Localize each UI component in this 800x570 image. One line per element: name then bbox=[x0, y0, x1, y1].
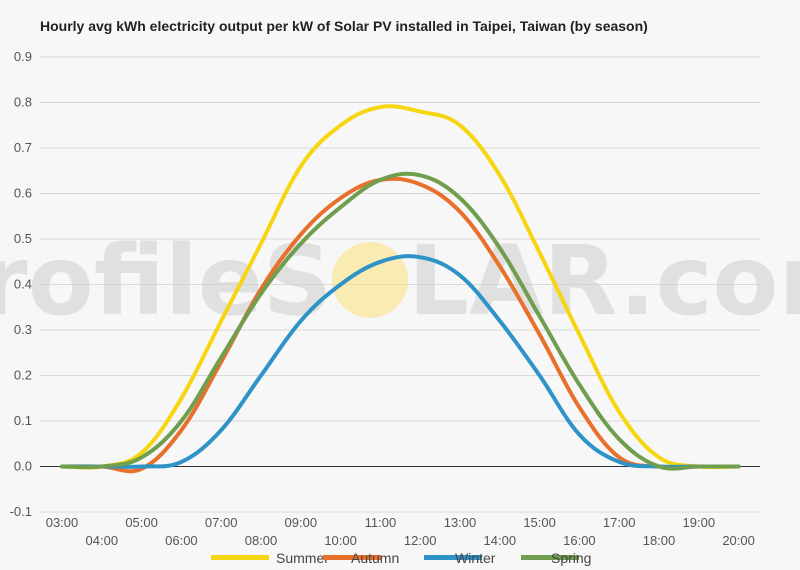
series-line-winter bbox=[60, 254, 741, 469]
x-tick-label: 04:00 bbox=[86, 533, 119, 548]
legend-label: Autumn bbox=[351, 550, 399, 566]
y-tick-label: 0.5 bbox=[14, 231, 32, 246]
y-tick-label: -0.1 bbox=[10, 504, 32, 519]
y-tick-label: 0.1 bbox=[14, 413, 32, 428]
y-tick-label: 0.7 bbox=[14, 140, 32, 155]
watermark-text-right: LAR.com bbox=[408, 225, 800, 337]
legend-item-summer[interactable]: Summer bbox=[211, 550, 329, 566]
legend-swatch bbox=[424, 555, 482, 560]
series-line-autumn bbox=[60, 176, 741, 474]
legend[interactable]: Summer Autumn Winter Spring bbox=[211, 550, 591, 566]
x-tick-label: 06:00 bbox=[165, 533, 198, 548]
legend-swatch bbox=[323, 555, 381, 560]
watermark-text-left: profileS bbox=[0, 225, 332, 337]
x-tick-label: 15:00 bbox=[523, 515, 556, 530]
x-tick-label: 18:00 bbox=[643, 533, 676, 548]
x-tick-label: 03:00 bbox=[46, 515, 79, 530]
legend-label: Winter bbox=[455, 550, 496, 566]
x-tick-label: 09:00 bbox=[285, 515, 318, 530]
x-tick-label: 13:00 bbox=[444, 515, 477, 530]
legend-item-winter[interactable]: Winter bbox=[424, 550, 496, 566]
legend-swatch bbox=[521, 555, 579, 560]
x-tick-label: 14:00 bbox=[484, 533, 517, 548]
x-tick-label: 08:00 bbox=[245, 533, 278, 548]
x-tick-label: 12:00 bbox=[404, 533, 437, 548]
legend-swatch bbox=[211, 555, 269, 560]
x-tick-label: 10:00 bbox=[324, 533, 357, 548]
legend-item-spring[interactable]: Spring bbox=[521, 550, 591, 566]
legend-label: Spring bbox=[551, 550, 591, 566]
x-tick-label: 05:00 bbox=[125, 515, 158, 530]
axes: -0.1 0.0 0.1 0.2 0.3 0.4 0.5 0.6 0.7 0.8 0.9 03:00 0… bbox=[10, 49, 760, 548]
x-tick-label: 19:00 bbox=[683, 515, 716, 530]
series-line-summer bbox=[60, 104, 741, 470]
y-tick-label: 0.4 bbox=[14, 277, 32, 292]
x-tick-label: 20:00 bbox=[722, 533, 755, 548]
y-tick-label: 0.8 bbox=[14, 95, 32, 110]
chart-title: Hourly avg kWh electricity output per kW… bbox=[40, 18, 648, 34]
y-tick-label: 0.9 bbox=[14, 49, 32, 64]
series-lines bbox=[60, 104, 741, 474]
y-tick-label: 0.2 bbox=[14, 368, 32, 383]
series-line-spring bbox=[60, 171, 741, 471]
y-tick-label: 0.3 bbox=[14, 322, 32, 337]
x-tick-label: 16:00 bbox=[563, 533, 596, 548]
y-tick-label: 0.6 bbox=[14, 186, 32, 201]
x-tick-label: 17:00 bbox=[603, 515, 636, 530]
x-tick-label: 07:00 bbox=[205, 515, 238, 530]
x-tick-label: 11:00 bbox=[365, 515, 397, 530]
legend-item-autumn[interactable]: Autumn bbox=[323, 550, 399, 566]
legend-label: Summer bbox=[276, 550, 329, 566]
y-tick-label: 0.0 bbox=[14, 459, 32, 474]
watermark-logo: profileS LAR.com bbox=[0, 225, 800, 337]
